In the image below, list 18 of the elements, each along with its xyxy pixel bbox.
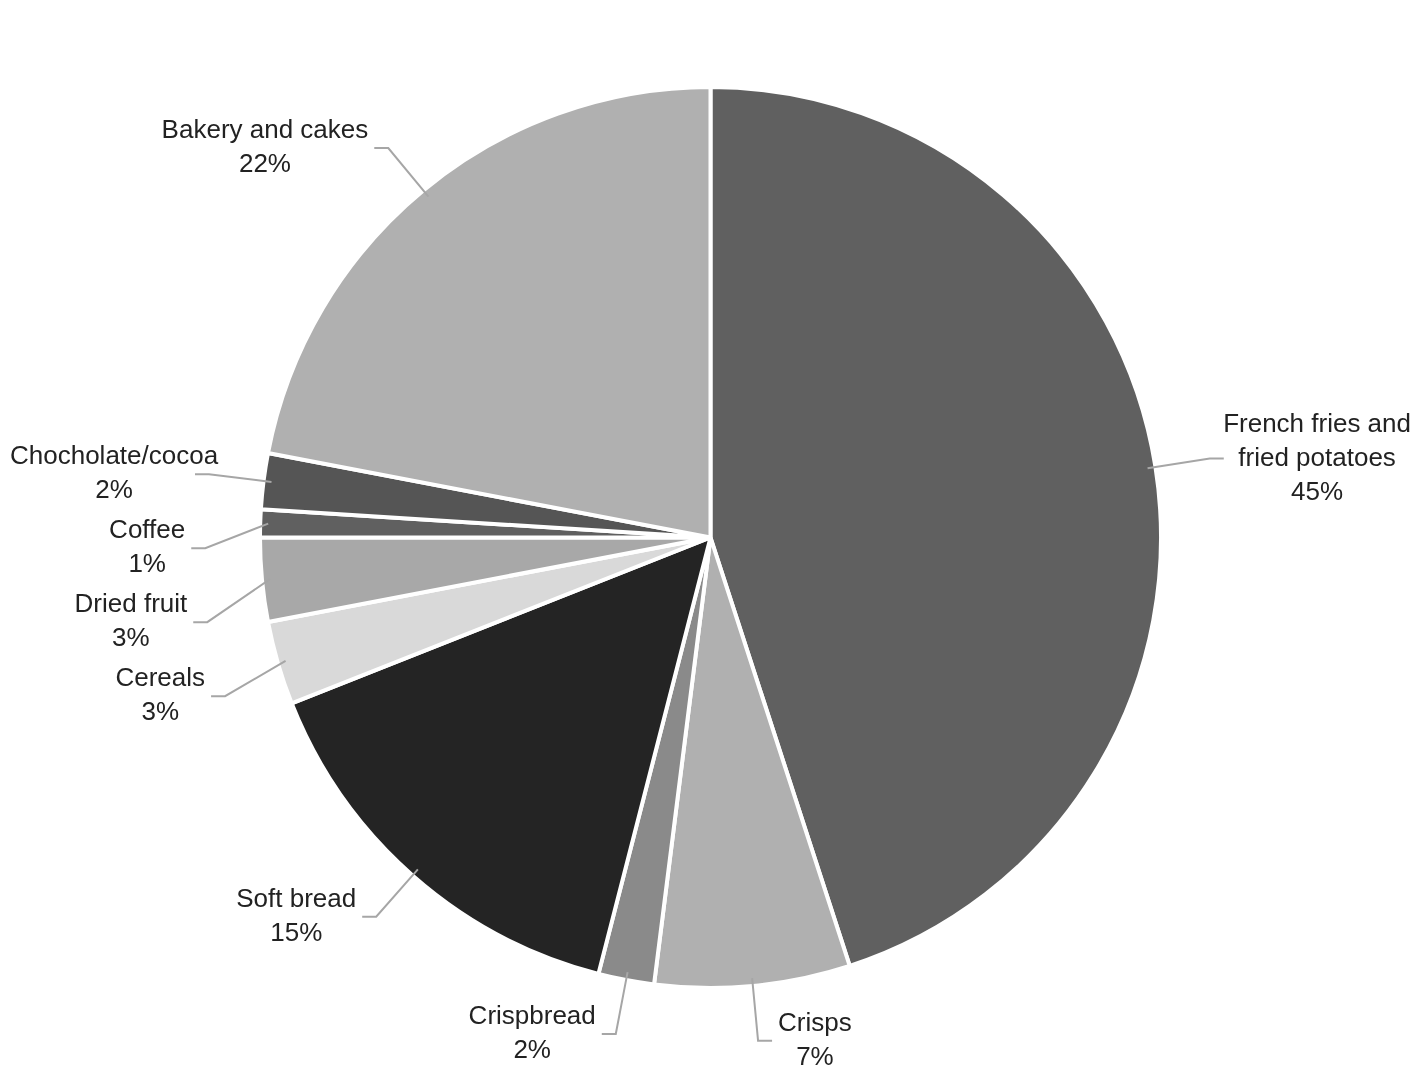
slice-label: Chocholate/cocoa [10, 440, 219, 471]
data-label: 2% [513, 1034, 551, 1065]
data-label: 2% [95, 474, 133, 505]
slice-label: Coffee [109, 514, 186, 545]
data-label: 15% [270, 916, 323, 947]
slice-label: Crisps [778, 1006, 852, 1037]
slice-label: Cereals [115, 662, 206, 693]
data-label: 45% [1291, 475, 1344, 506]
slice-label: Soft bread [236, 882, 357, 913]
slice-label: French fries and fried potatoes [1223, 407, 1411, 472]
slice-label: Dried fruit [74, 588, 189, 619]
slice-label: Bakery and cakes [161, 114, 369, 145]
data-label: 22% [238, 148, 291, 179]
data-label: 1% [128, 548, 166, 579]
data-label: 3% [112, 622, 150, 653]
data-label: 7% [796, 1040, 834, 1071]
slice-label: Crispbread [468, 1000, 596, 1031]
data-label: 3% [141, 696, 180, 727]
